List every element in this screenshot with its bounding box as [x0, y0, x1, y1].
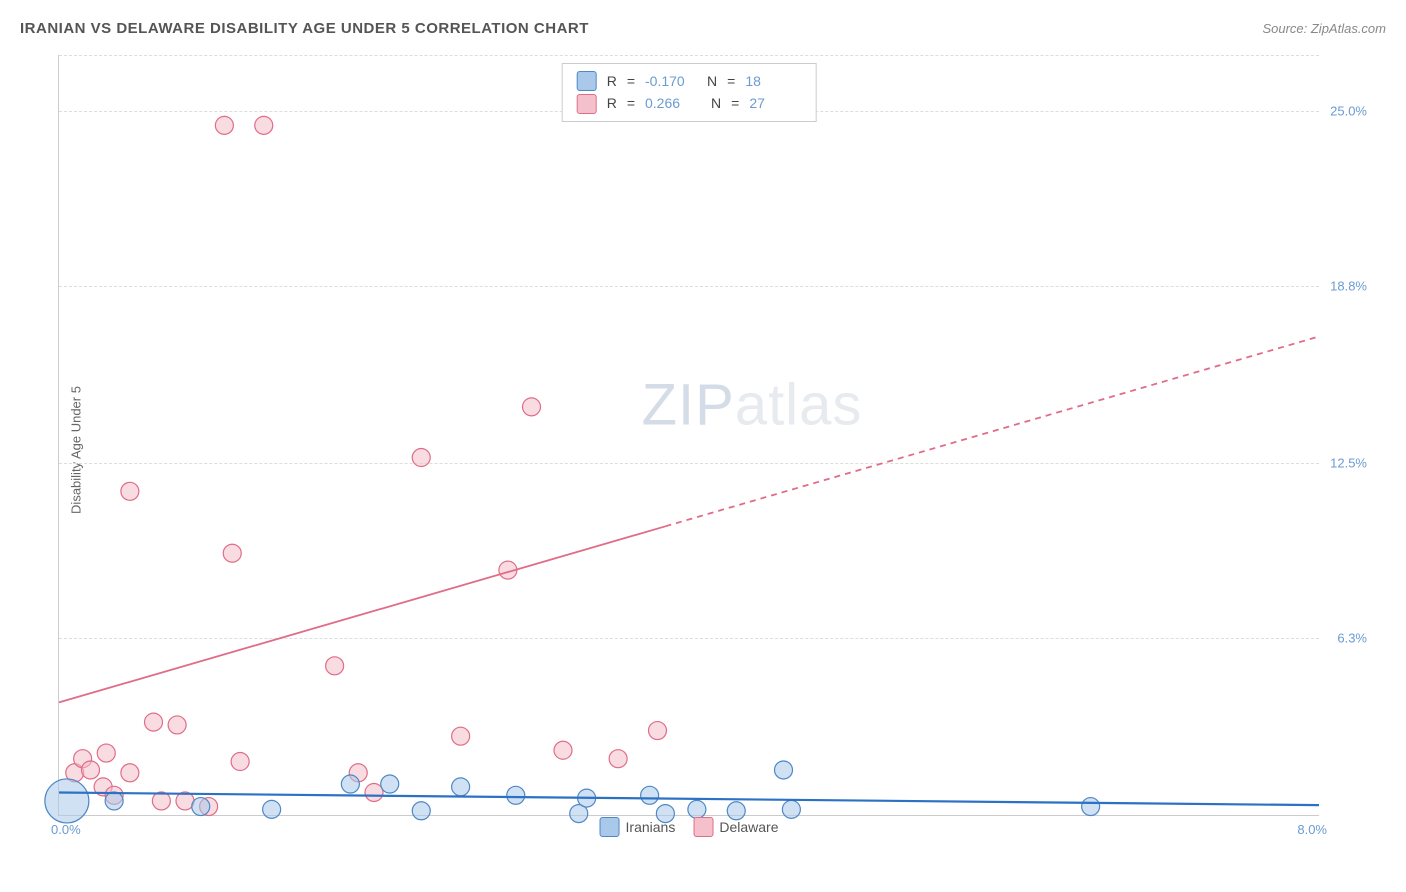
data-point-delaware — [223, 544, 241, 562]
data-point-iranians — [641, 786, 659, 804]
chart-title: IRANIAN VS DELAWARE DISABILITY AGE UNDER… — [20, 20, 589, 37]
plot-area: ZIPatlas R = -0.170 N = 18 R = 0.266 N =… — [58, 55, 1319, 816]
data-point-iranians — [105, 792, 123, 810]
r-label: R — [607, 92, 617, 114]
data-point-delaware — [82, 761, 100, 779]
data-point-delaware — [231, 753, 249, 771]
data-point-delaware — [649, 722, 667, 740]
data-point-delaware — [452, 727, 470, 745]
data-point-iranians — [45, 779, 89, 823]
chart-source: Source: ZipAtlas.com — [1262, 21, 1386, 36]
y-tick-label: 6.3% — [1337, 630, 1367, 645]
legend-item-delaware: Delaware — [693, 817, 778, 837]
eq: = — [627, 92, 635, 114]
legend-label-iranians: Iranians — [626, 819, 676, 835]
eq: = — [727, 70, 735, 92]
y-tick-label: 12.5% — [1330, 456, 1367, 471]
legend: Iranians Delaware — [600, 817, 779, 837]
data-point-delaware — [365, 783, 383, 801]
source-label: Source: — [1262, 21, 1310, 36]
eq: = — [627, 70, 635, 92]
data-point-delaware — [326, 657, 344, 675]
legend-label-delaware: Delaware — [719, 819, 778, 835]
trend-line-delaware — [59, 526, 665, 702]
chart-area: Disability Age Under 5 ZIPatlas R = -0.1… — [58, 55, 1368, 845]
r-value-delaware: 0.266 — [645, 92, 701, 114]
data-point-delaware — [554, 741, 572, 759]
data-point-iranians — [507, 786, 525, 804]
data-point-iranians — [1082, 798, 1100, 816]
n-label: N — [707, 70, 717, 92]
legend-item-iranians: Iranians — [600, 817, 676, 837]
correlation-info-box: R = -0.170 N = 18 R = 0.266 N = 27 — [562, 63, 817, 122]
plot-svg — [59, 55, 1319, 815]
data-point-delaware — [609, 750, 627, 768]
r-value-iranians: -0.170 — [645, 70, 697, 92]
data-point-iranians — [688, 800, 706, 818]
data-point-delaware — [255, 116, 273, 134]
data-point-iranians — [192, 798, 210, 816]
eq: = — [731, 92, 739, 114]
n-value-iranians: 18 — [745, 70, 797, 92]
data-point-iranians — [341, 775, 359, 793]
source-value: ZipAtlas.com — [1311, 21, 1386, 36]
data-point-delaware — [523, 398, 541, 416]
x-tick-min: 0.0% — [51, 822, 81, 837]
r-label: R — [607, 70, 617, 92]
info-row-delaware: R = 0.266 N = 27 — [577, 92, 802, 114]
legend-swatch-delaware — [693, 817, 713, 837]
legend-swatch-iranians — [600, 817, 620, 837]
chart-header: IRANIAN VS DELAWARE DISABILITY AGE UNDER… — [20, 20, 1386, 37]
data-point-delaware — [121, 764, 139, 782]
n-value-delaware: 27 — [749, 92, 801, 114]
x-tick-max: 8.0% — [1297, 822, 1327, 837]
trend-line-iranians — [59, 792, 1319, 805]
data-point-iranians — [775, 761, 793, 779]
swatch-iranians — [577, 71, 597, 91]
data-point-delaware — [145, 713, 163, 731]
data-point-iranians — [412, 802, 430, 820]
swatch-delaware — [577, 94, 597, 114]
info-row-iranians: R = -0.170 N = 18 — [577, 70, 802, 92]
data-point-delaware — [168, 716, 186, 734]
data-point-delaware — [412, 449, 430, 467]
n-label: N — [711, 92, 721, 114]
data-point-iranians — [452, 778, 470, 796]
data-point-iranians — [381, 775, 399, 793]
y-tick-label: 18.8% — [1330, 278, 1367, 293]
y-tick-label: 25.0% — [1330, 104, 1367, 119]
data-point-delaware — [121, 482, 139, 500]
data-point-delaware — [97, 744, 115, 762]
data-point-iranians — [782, 800, 800, 818]
data-point-delaware — [215, 116, 233, 134]
data-point-iranians — [263, 800, 281, 818]
trend-line-dashed-delaware — [665, 336, 1319, 526]
